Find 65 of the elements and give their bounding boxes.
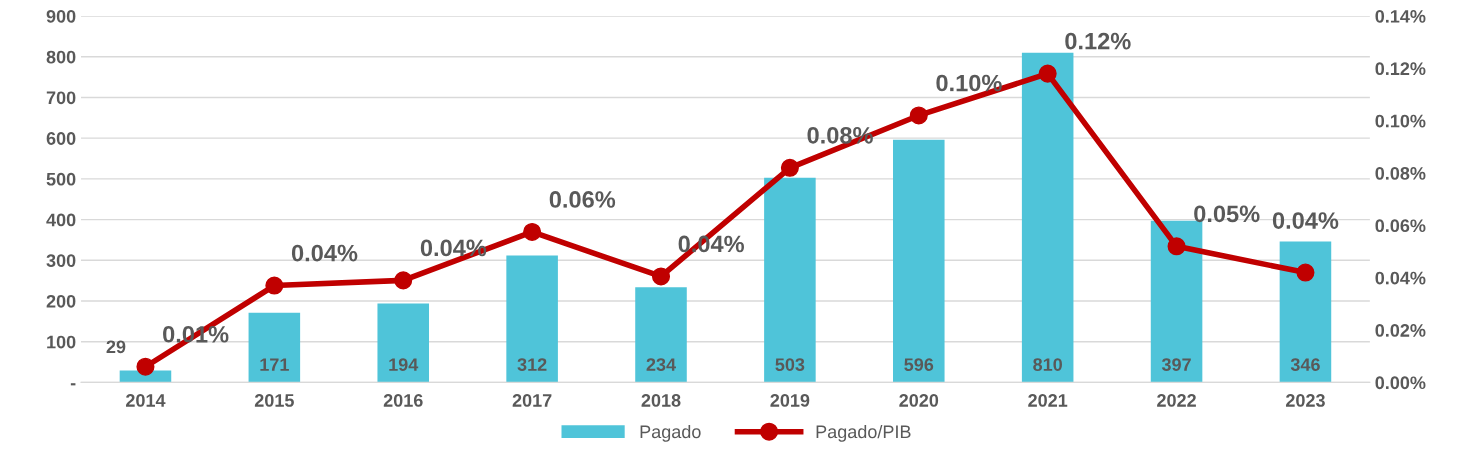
x-tick-label: 2014: [126, 394, 166, 407]
x-tick-label: 2018: [641, 394, 681, 407]
y-tick-label: 800: [46, 50, 76, 64]
point: [1167, 237, 1186, 256]
data-label: 0.10%: [936, 74, 1002, 92]
y-tick-label: -: [70, 383, 76, 386]
x-tick-label: 2022: [1157, 394, 1196, 407]
point: [1296, 263, 1315, 282]
y-tick-label: 200: [46, 294, 76, 308]
legend-label: Pagado: [640, 424, 701, 442]
point: [909, 106, 928, 125]
y2-tick-label: 0.08%: [1375, 166, 1426, 180]
x-tick-label: 2023: [1285, 394, 1325, 407]
point: [265, 276, 284, 295]
y-tick-label: 500: [46, 172, 76, 186]
point: [1038, 64, 1057, 83]
bar: [377, 303, 430, 383]
y2-tick-label: 0.12%: [1375, 62, 1426, 76]
data-label: 397: [1161, 358, 1191, 372]
data-label: 0.12%: [1065, 32, 1131, 50]
bar: [506, 255, 558, 383]
data-label: 194: [389, 358, 419, 371]
x-tick-label: 2016: [383, 394, 423, 407]
point: [651, 267, 671, 286]
bar: [248, 312, 301, 383]
y-tick-label: 400: [46, 213, 76, 227]
data-label: 0.04%: [420, 239, 487, 257]
bar: [635, 287, 687, 383]
x-tick-label: 2020: [899, 394, 939, 407]
data-label: 503: [775, 358, 805, 372]
y-tick-label: 900: [46, 9, 76, 23]
y-tick-label: 700: [46, 91, 76, 105]
point: [780, 158, 799, 177]
legend-label: Pagado/PIB: [816, 424, 911, 442]
data-label: 0.05%: [1194, 205, 1260, 223]
bar: [764, 177, 816, 383]
data-label: 0.04%: [291, 244, 358, 262]
point: [523, 222, 542, 241]
point: [136, 357, 155, 376]
bar: [1021, 52, 1074, 383]
y-tick-label: 300: [46, 254, 76, 268]
y2-tick-label: 0.00%: [1375, 376, 1426, 390]
y2-tick-label: 0.04%: [1375, 271, 1426, 285]
point: [394, 271, 413, 290]
y-tick-label: 600: [46, 132, 76, 145]
y-tick-label: 100: [47, 335, 76, 349]
x-tick-label: 2017: [512, 394, 552, 407]
x-tick-label: 2015: [254, 394, 294, 407]
data-label: 234: [646, 358, 676, 372]
data-label: 29: [106, 340, 126, 354]
data-label: 171: [260, 358, 289, 371]
data-label: 0.04%: [1272, 212, 1339, 229]
y2-tick-label: 0.02%: [1375, 324, 1426, 337]
data-label: 312: [517, 358, 547, 372]
x-tick-label: 2021: [1028, 394, 1068, 407]
y2-tick-label: 0.10%: [1375, 114, 1426, 128]
y2-tick-label: 0.06%: [1375, 219, 1426, 233]
data-label: 810: [1033, 358, 1062, 371]
x-tick-label: 2019: [770, 394, 810, 407]
bar: [893, 139, 945, 383]
data-label: 346: [1290, 358, 1320, 372]
y2-tick-label: 0.14%: [1375, 9, 1426, 23]
data-label: 0.06%: [549, 191, 616, 208]
data-label: 596: [904, 358, 934, 371]
bar: [1279, 241, 1332, 383]
